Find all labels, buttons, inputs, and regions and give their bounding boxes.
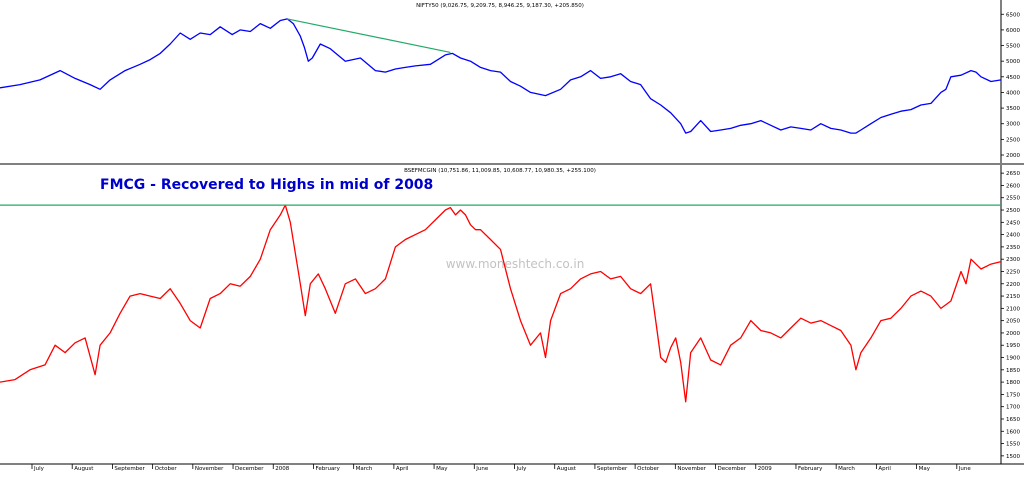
y-tick-label: 3500: [1006, 106, 1020, 112]
y-tick-label: 1600: [1006, 429, 1020, 435]
x-tick-label: September: [597, 466, 628, 472]
y-tick-label: 2250: [1006, 269, 1020, 275]
top-panel-title: NIFTY50 (9,026.75, 9,209.75, 8,946.25, 9…: [416, 3, 584, 9]
y-tick-label: 4500: [1006, 75, 1020, 81]
x-tick-label: November: [195, 466, 224, 472]
x-tick-label: May: [436, 466, 448, 472]
fmcg-series-line: [0, 204, 1002, 403]
x-tick-label: August: [74, 466, 94, 472]
x-tick-label: June: [475, 466, 489, 472]
x-tick-label: November: [677, 466, 706, 472]
y-tick-label: 2300: [1006, 257, 1020, 263]
y-tick-label: 6000: [1006, 28, 1020, 34]
watermark: www.moneshtech.co.in: [446, 257, 585, 271]
x-tick-label: March: [838, 466, 855, 472]
x-tick-label: December: [718, 466, 747, 472]
y-tick-label: 3000: [1006, 122, 1020, 128]
x-tick-label: October: [637, 466, 660, 472]
y-tick-label: 2050: [1006, 319, 1020, 325]
y-tick-label: 2450: [1006, 220, 1020, 226]
x-tick-label: July: [33, 466, 45, 472]
y-tick-label: 2150: [1006, 294, 1020, 300]
y-tick-label: 1800: [1006, 380, 1020, 386]
x-tick-label: February: [315, 466, 340, 472]
x-tick-label: April: [396, 466, 409, 472]
y-tick-label: 2400: [1006, 233, 1020, 239]
y-tick-label: 2650: [1006, 171, 1020, 177]
y-tick-label: 2100: [1006, 306, 1020, 312]
y-tick-label: 6500: [1006, 12, 1020, 18]
x-tick-label: 2008: [275, 466, 289, 472]
x-tick-label: February: [798, 466, 823, 472]
x-tick-label: July: [516, 466, 528, 472]
x-tick-label: September: [114, 466, 145, 472]
x-tick-label: 2009: [758, 466, 772, 472]
x-tick-label: March: [356, 466, 373, 472]
y-tick-label: 2350: [1006, 245, 1020, 251]
y-tick-label: 1900: [1006, 356, 1020, 362]
y-tick-label: 1750: [1006, 392, 1020, 398]
bottom-panel-title: BSEFMCGIN (10,751.86, 11,009.85, 10,608.…: [404, 168, 596, 174]
y-tick-label: 1700: [1006, 405, 1020, 411]
y-tick-label: 1850: [1006, 368, 1020, 374]
y-tick-label: 2000: [1006, 153, 1020, 159]
y-tick-label: 2550: [1006, 196, 1020, 202]
y-tick-label: 2500: [1006, 208, 1020, 214]
x-tick-label: June: [958, 466, 972, 472]
y-tick-label: 5500: [1006, 44, 1020, 50]
x-tick-label: April: [878, 466, 891, 472]
y-tick-label: 1650: [1006, 417, 1020, 423]
x-tick-label: August: [557, 466, 577, 472]
y-tick-label: 1950: [1006, 343, 1020, 349]
y-tick-label: 2000: [1006, 331, 1020, 337]
chart-annotation: FMCG - Recovered to Highs in mid of 2008: [100, 177, 433, 193]
y-tick-label: 2200: [1006, 282, 1020, 288]
trend-line: [287, 18, 451, 54]
x-tick-label: December: [235, 466, 264, 472]
nifty-series-line: [0, 18, 1002, 134]
x-tick-label: May: [919, 466, 931, 472]
y-tick-label: 1500: [1006, 454, 1020, 460]
y-tick-label: 2500: [1006, 137, 1020, 143]
y-tick-label: 1550: [1006, 442, 1020, 448]
y-tick-label: 2600: [1006, 183, 1020, 189]
y-tick-label: 4000: [1006, 90, 1020, 96]
x-tick-label: October: [155, 466, 178, 472]
y-tick-label: 5000: [1006, 59, 1020, 65]
